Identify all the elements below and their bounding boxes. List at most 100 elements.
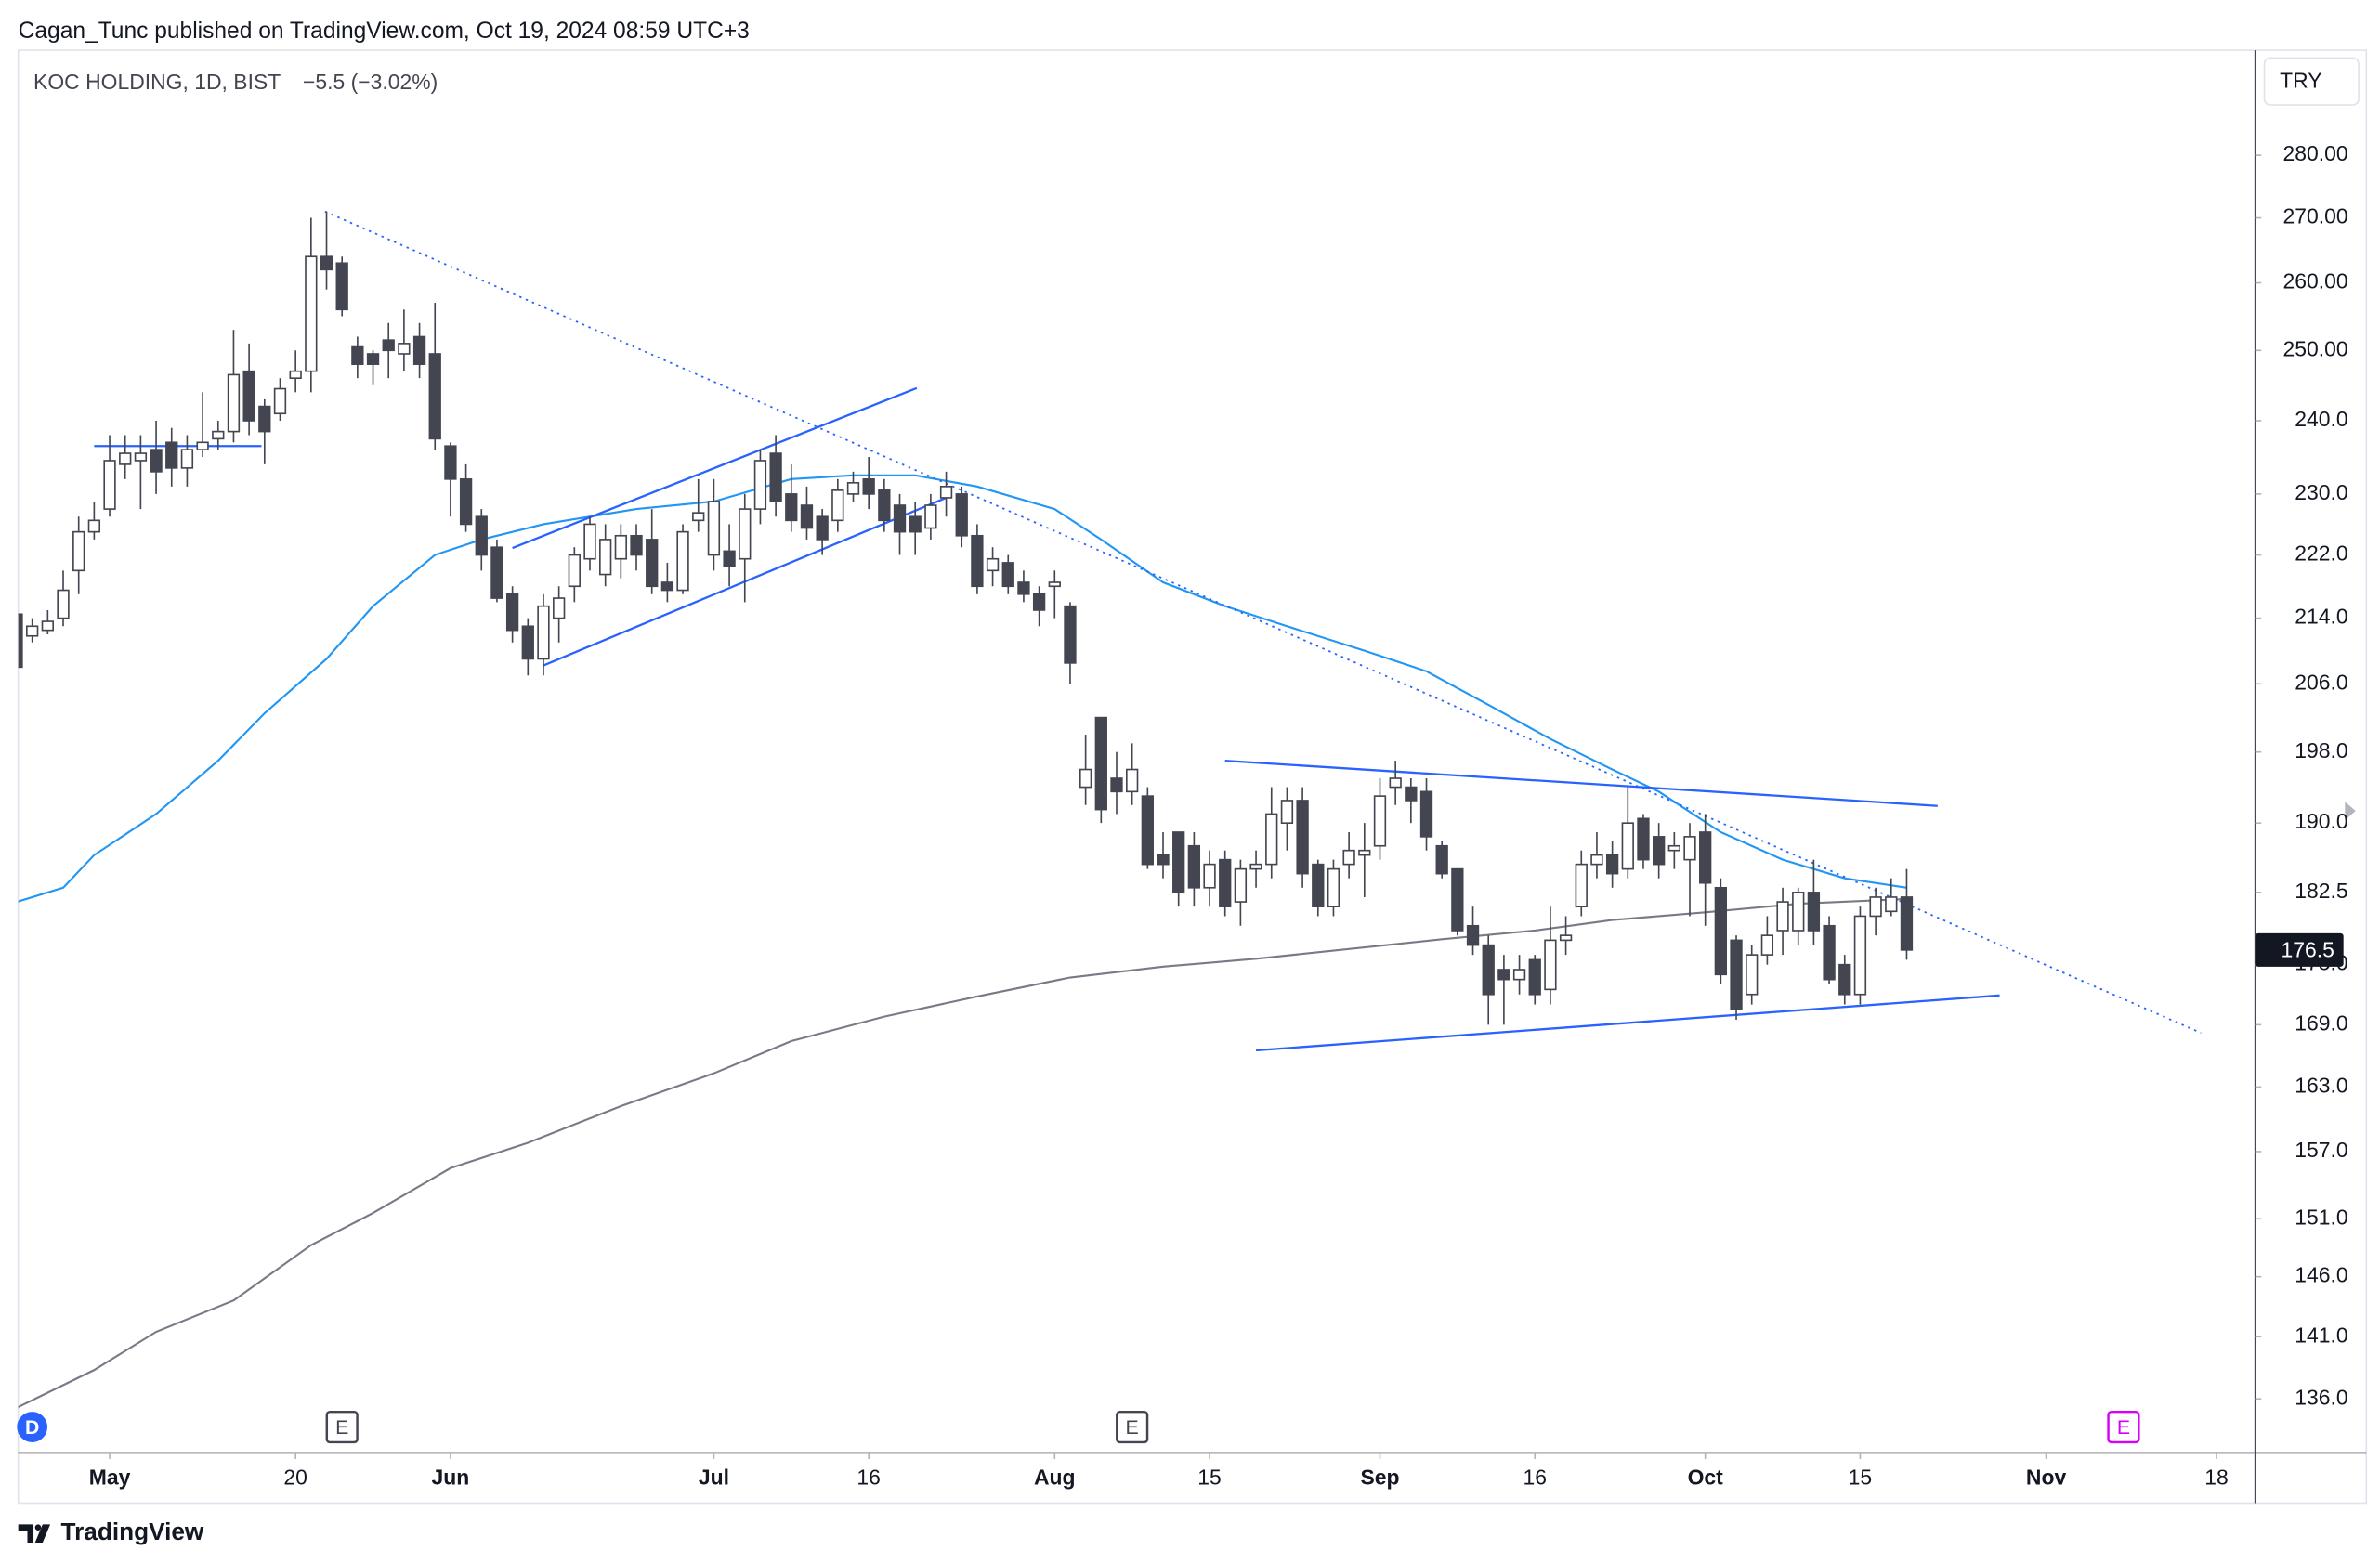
candle-body	[1358, 849, 1371, 856]
candle-body	[1157, 854, 1170, 866]
candle-body	[1776, 901, 1789, 932]
candle-body	[1017, 581, 1030, 595]
candle-body	[103, 460, 116, 510]
candle-body	[1312, 863, 1325, 907]
candle-body	[1094, 716, 1107, 811]
last-price-box	[2255, 932, 2344, 967]
y-tick-label: 190.0	[2295, 809, 2347, 833]
candle-body	[1792, 892, 1805, 932]
x-tick-label: 15	[1197, 1465, 1222, 1489]
candle-body	[846, 482, 860, 495]
scroll-arrow[interactable]	[2345, 802, 2356, 820]
trend-line	[1224, 759, 1938, 807]
candle-body	[800, 504, 814, 529]
candle-body	[212, 430, 225, 440]
candle-body	[614, 534, 628, 560]
price-change: −5.5 (−3.02%)	[303, 70, 438, 94]
candle-body	[196, 441, 209, 450]
candle-body	[1451, 867, 1464, 932]
candle-body	[382, 339, 395, 352]
candle-body	[1714, 886, 1728, 976]
candle-body	[1327, 867, 1340, 907]
x-tick-label: Oct	[1688, 1465, 1724, 1489]
candle-body	[428, 353, 441, 440]
x-tick-label: Jun	[432, 1465, 470, 1489]
candle-body	[1419, 790, 1433, 838]
candle-body	[258, 405, 271, 433]
candle-body	[1621, 822, 1634, 870]
candle-body	[398, 343, 411, 355]
candle-body	[1853, 915, 1867, 996]
candle-body	[816, 515, 829, 541]
candle-body	[134, 452, 148, 462]
trend-line	[324, 210, 2202, 1035]
candle-body	[1869, 896, 1882, 918]
candle-body	[1435, 844, 1448, 875]
candle-body	[1172, 831, 1185, 893]
candle-body	[335, 262, 348, 311]
x-tick-label: 18	[2204, 1465, 2229, 1489]
logo-dot	[34, 1524, 42, 1531]
y-tick-label: 198.0	[2295, 738, 2347, 762]
candle-body	[1280, 800, 1294, 825]
y-tick-label: 270.00	[2282, 204, 2347, 228]
candle-body	[1234, 867, 1248, 903]
chart-frame	[17, 49, 2368, 1505]
candle-body	[1746, 954, 1759, 996]
plot-area	[18, 210, 2202, 1409]
candle-body	[18, 613, 23, 669]
candle-body	[165, 441, 178, 469]
candle-body	[505, 593, 519, 632]
candle-body	[242, 370, 255, 422]
logo-mark	[18, 1524, 34, 1544]
candle-body	[831, 489, 844, 522]
candle-body	[459, 478, 473, 526]
x-tick-label: Jul	[699, 1465, 729, 1489]
candle-body	[1760, 934, 1774, 956]
candle-body	[475, 515, 488, 556]
candle-body	[320, 255, 333, 271]
candle-body	[119, 452, 132, 465]
event-marker	[2107, 1410, 2140, 1444]
candle-body	[273, 387, 287, 415]
candle-body	[646, 539, 659, 588]
x-tick-label: Sep	[1360, 1465, 1399, 1489]
y-tick-label: 280.00	[2282, 141, 2347, 165]
candle-body	[289, 370, 302, 380]
x-tick-label: Aug	[1034, 1465, 1076, 1489]
event-label: E	[2117, 1416, 2130, 1439]
x-tick-label: 20	[283, 1465, 307, 1489]
candle-body	[1265, 813, 1278, 866]
candle-body	[1249, 863, 1262, 870]
candle-body	[1482, 944, 1495, 996]
candle-body	[1389, 777, 1402, 789]
event-label: D	[25, 1416, 39, 1439]
y-tick-label: 182.5	[2295, 879, 2347, 903]
candle-body	[1575, 863, 1588, 907]
candle-body	[769, 452, 782, 502]
candle-body	[150, 449, 163, 473]
candle-body	[41, 620, 54, 632]
candle-body	[1001, 562, 1014, 588]
candle-body	[955, 493, 968, 537]
candle-body	[1079, 768, 1092, 789]
candle-body	[1110, 777, 1123, 793]
candle-body	[924, 504, 937, 529]
candle-body	[180, 449, 194, 469]
candle-body	[1544, 939, 1557, 991]
candle-body	[568, 554, 581, 588]
candle-body	[1590, 854, 1603, 866]
candle-body	[1497, 969, 1510, 981]
candle-body	[1605, 854, 1619, 875]
y-tick-label: 157.0	[2295, 1138, 2347, 1162]
candle-body	[1667, 844, 1680, 852]
candle-body	[676, 530, 689, 592]
candle-body	[1203, 863, 1216, 889]
event-marker	[17, 1412, 48, 1442]
candle-body	[939, 486, 953, 499]
currency-label[interactable]: TRY	[2280, 69, 2321, 93]
currency-box[interactable]	[2263, 57, 2360, 106]
event-marker	[1116, 1410, 1149, 1444]
